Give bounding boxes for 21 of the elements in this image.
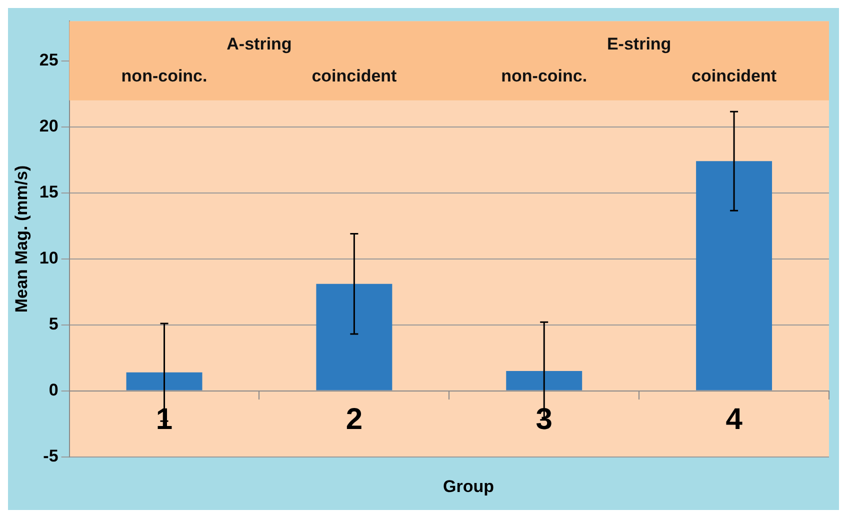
y-tick-label: 10 <box>39 248 58 268</box>
x-axis-title: Group <box>442 476 495 498</box>
y-tick-label: 20 <box>39 116 58 136</box>
y-tick-label: 5 <box>48 314 58 334</box>
bar <box>126 372 202 390</box>
y-tick-label: -5 <box>43 446 58 466</box>
x-tick-label: 2 <box>346 403 363 436</box>
annotation: E-string <box>606 34 672 54</box>
annotation: coincident <box>312 66 398 86</box>
x-tick-label: 4 <box>726 403 743 436</box>
bar <box>316 284 392 390</box>
y-tick-label: 0 <box>48 380 58 400</box>
annotation: non-coinc. <box>501 66 588 86</box>
y-axis-title: Mean Mag. (mm/s) <box>12 165 31 313</box>
annotation: non-coinc. <box>121 66 208 86</box>
y-tick-label: 15 <box>39 182 58 202</box>
bar <box>506 371 582 390</box>
annotation: coincident <box>692 66 777 86</box>
annotation: A-string <box>226 34 292 54</box>
bar <box>696 161 772 390</box>
y-tick-label: 25 <box>39 50 58 70</box>
